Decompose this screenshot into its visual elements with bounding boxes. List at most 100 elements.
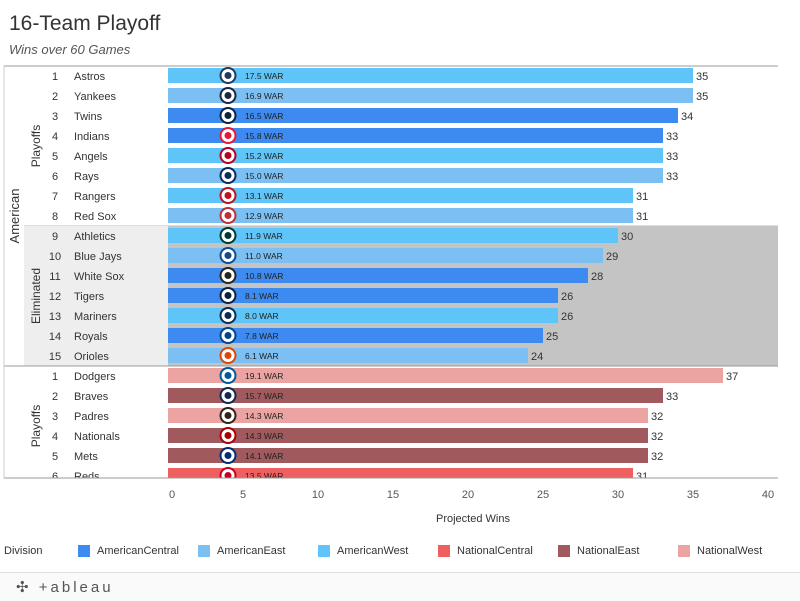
rank-label: 4 xyxy=(52,431,58,443)
legend-swatch xyxy=(78,545,90,557)
wins-label: 24 xyxy=(531,351,543,363)
team-label: Angels xyxy=(74,151,108,163)
bar xyxy=(168,108,678,123)
team-label: White Sox xyxy=(74,271,125,283)
wins-label: 25 xyxy=(546,331,558,343)
rank-label: 3 xyxy=(52,111,58,123)
legend-item[interactable]: AmericanEast xyxy=(198,545,285,557)
rank-label: 1 xyxy=(52,371,58,383)
bar xyxy=(168,328,543,343)
wins-label: 30 xyxy=(621,231,633,243)
wins-label: 37 xyxy=(726,371,738,383)
rank-label: 11 xyxy=(49,271,60,283)
x-tick-label: 25 xyxy=(537,489,549,501)
war-label: 7.8 WAR xyxy=(245,331,279,341)
team-label: Padres xyxy=(74,411,109,423)
rank-label: 6 xyxy=(52,471,58,483)
rank-label: 8 xyxy=(52,211,58,223)
rows-viewport: 1 Astros 17.5 WAR 352 Yankees 16.9 WAR 353 Twin… xyxy=(4,67,778,483)
bar xyxy=(168,168,663,183)
team-label: Indians xyxy=(74,131,110,143)
team-logo-icon-center xyxy=(224,272,232,279)
rank-label: 2 xyxy=(52,391,58,403)
bar xyxy=(168,428,648,443)
rank-label: 3 xyxy=(52,411,58,423)
war-label: 6.1 WAR xyxy=(245,351,279,361)
tableau-logo[interactable]: ✣ +ableau xyxy=(16,579,114,596)
team-logo-icon-center xyxy=(224,252,232,259)
wins-label: 33 xyxy=(666,391,678,403)
rank-label: 1 xyxy=(52,71,58,83)
legend-item[interactable]: AmericanCentral xyxy=(78,545,179,557)
war-label: 16.9 WAR xyxy=(245,91,283,101)
team-label: Astros xyxy=(74,71,106,83)
rank-label: 5 xyxy=(52,451,58,463)
wins-label: 31 xyxy=(636,471,648,483)
team-logo-icon-center xyxy=(224,232,232,239)
legend-swatch xyxy=(678,545,690,557)
legend-label: AmericanCentral xyxy=(97,545,179,557)
wins-label: 28 xyxy=(591,271,603,283)
bar xyxy=(168,228,618,243)
legend-item[interactable]: AmericanWest xyxy=(318,545,408,557)
team-logo-icon-center xyxy=(224,92,232,99)
bar xyxy=(168,288,558,303)
section-label: Playoffs xyxy=(29,405,43,447)
war-label: 8.1 WAR xyxy=(245,291,279,301)
team-logo-icon-center xyxy=(224,472,232,478)
team-label: Mariners xyxy=(74,311,117,323)
war-label: 13.5 WAR xyxy=(245,471,283,481)
bar xyxy=(168,368,723,383)
wins-label: 29 xyxy=(606,251,618,263)
team-logo-icon-center xyxy=(224,72,232,79)
wins-label: 32 xyxy=(651,451,663,463)
team-label: Dodgers xyxy=(74,371,116,383)
bar xyxy=(168,188,633,203)
team-logo-icon-center xyxy=(224,172,232,179)
x-tick-label: 10 xyxy=(312,489,324,501)
team-label: Yankees xyxy=(74,91,116,103)
team-logo-icon-center xyxy=(224,392,232,399)
legend-swatch xyxy=(438,545,450,557)
team-logo-icon-center xyxy=(224,312,232,319)
war-label: 15.2 WAR xyxy=(245,151,283,161)
team-label: Mets xyxy=(74,451,98,463)
x-tick-label: 0 xyxy=(169,489,175,501)
wins-label: 33 xyxy=(666,151,678,163)
legend-label: NationalWest xyxy=(697,545,763,557)
wins-label: 34 xyxy=(681,111,693,123)
rank-label: 9 xyxy=(52,231,58,243)
war-label: 14.3 WAR xyxy=(245,431,283,441)
team-label: Braves xyxy=(74,391,109,403)
wins-label: 31 xyxy=(636,191,648,203)
war-label: 13.1 WAR xyxy=(245,191,283,201)
tableau-wordmark: +ableau xyxy=(38,579,114,596)
x-tick-label: 20 xyxy=(462,489,474,501)
legend-item[interactable]: NationalEast xyxy=(558,545,639,557)
team-logo-icon-center xyxy=(224,132,232,139)
legend-item[interactable]: NationalCentral xyxy=(438,545,533,557)
footer-bar: ✣ +ableau xyxy=(0,572,800,601)
bar xyxy=(168,208,633,223)
x-axis-title: Projected Wins xyxy=(436,513,510,525)
chart-subtitle: Wins over 60 Games xyxy=(9,42,131,57)
legend-swatch xyxy=(198,545,210,557)
legend-item[interactable]: NationalWest xyxy=(678,545,762,557)
war-label: 11.0 WAR xyxy=(245,251,283,261)
legend-label: AmericanEast xyxy=(217,545,286,557)
rank-label: 14 xyxy=(49,331,61,343)
rank-label: 15 xyxy=(49,351,61,363)
rank-label: 5 xyxy=(52,151,58,163)
wins-label: 35 xyxy=(696,91,708,103)
bar xyxy=(168,348,528,363)
bar xyxy=(168,448,648,463)
rank-label: 7 xyxy=(52,191,58,203)
rank-label: 12 xyxy=(49,291,61,303)
bar xyxy=(168,248,603,263)
chart-title: 16-Team Playoff xyxy=(9,12,161,35)
team-label: Red Sox xyxy=(74,211,117,223)
bar xyxy=(168,308,558,323)
wins-label: 35 xyxy=(696,71,708,83)
legend-label: NationalCentral xyxy=(457,545,533,557)
wins-label: 26 xyxy=(561,311,573,323)
